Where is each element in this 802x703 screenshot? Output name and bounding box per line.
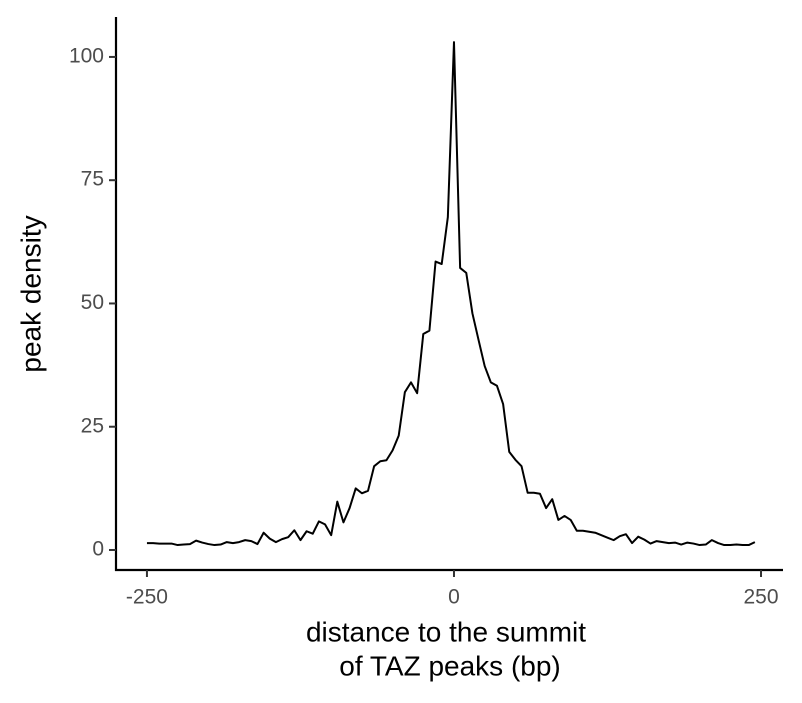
y-tick-label: 100: [69, 44, 104, 67]
y-tick-label: 25: [81, 414, 104, 437]
y-tick-label: 50: [81, 291, 104, 314]
x-axis-title: of TAZ peaks (bp): [339, 650, 561, 681]
y-tick-label: 75: [81, 168, 104, 191]
x-axis-title: distance to the summit: [306, 616, 586, 647]
y-axis-title: peak density: [15, 215, 46, 372]
x-tick-label: 250: [743, 586, 778, 609]
data-line: [146, 41, 756, 547]
y-tick-label: 0: [92, 538, 104, 561]
x-tick-label: -250: [126, 586, 168, 609]
x-tick-label: 0: [448, 586, 460, 609]
